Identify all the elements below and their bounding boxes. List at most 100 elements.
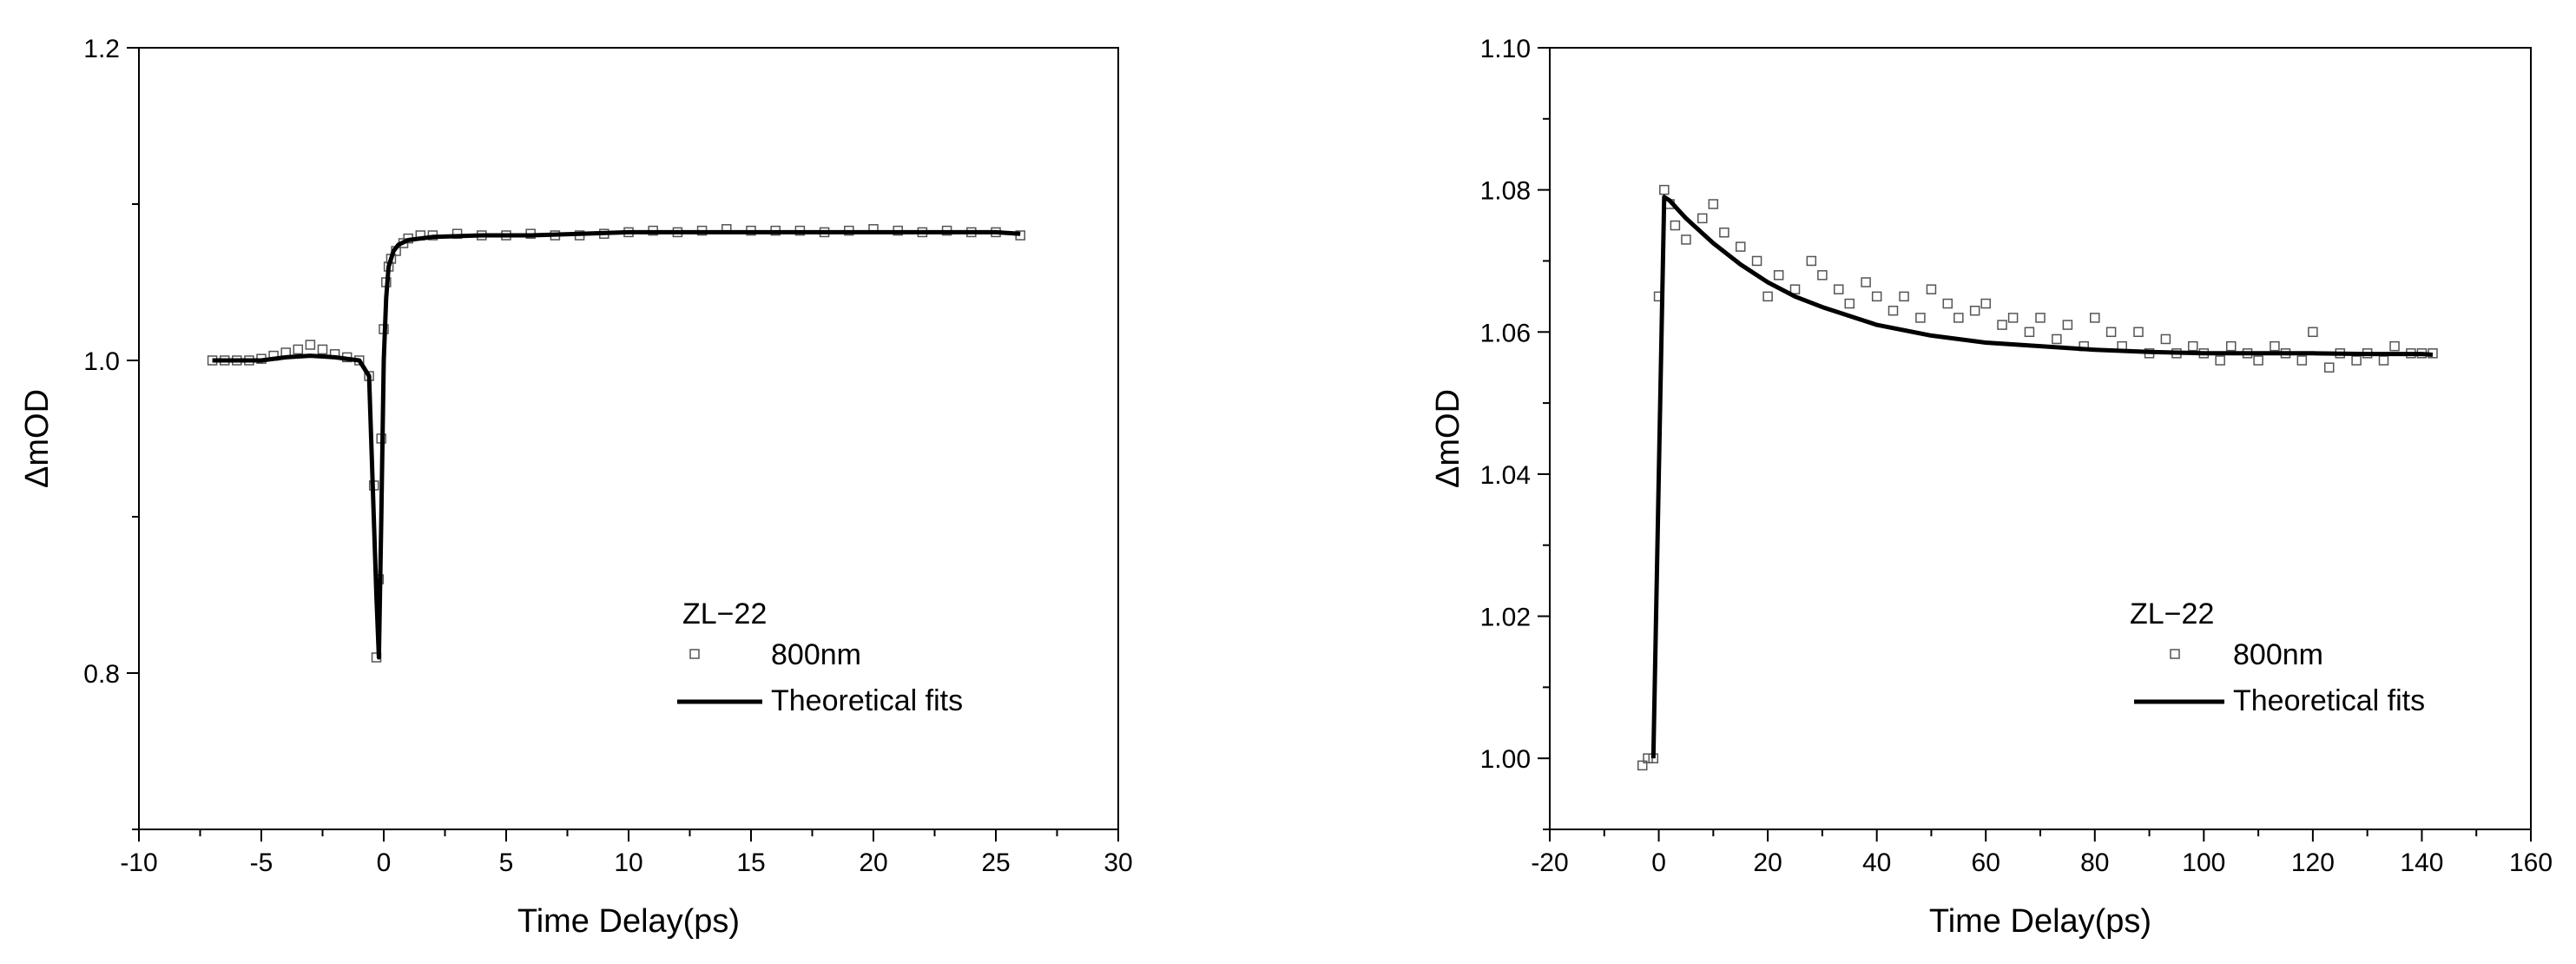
y-tick-label: 1.0 (83, 347, 120, 376)
fit-line-series (212, 229, 1021, 660)
chart-left: -10 -5 0 5 10 15 20 25 30 0.8 1.0 1.2 Time Delay(ps)… (19, 35, 1133, 940)
legend-entry: 800nm (771, 638, 861, 671)
scatter-point (1806, 255, 1817, 267)
x-tick-label: 0 (377, 848, 392, 877)
scatter-point (2270, 340, 2280, 352)
y-tick-label: 0.8 (83, 660, 120, 689)
scatter-point (1833, 284, 1844, 294)
scatter-point (2105, 327, 2117, 338)
scatter-point (1659, 184, 1670, 195)
x-tick-label: 40 (1862, 848, 1891, 877)
x-tick-label: 10 (614, 848, 642, 877)
fit-line (212, 229, 1021, 660)
scatter-point (2090, 313, 2100, 323)
scatter-point (2035, 313, 2046, 323)
scatter-point (1670, 220, 1681, 231)
scatter-point (1789, 284, 1801, 294)
scatter-point (2024, 327, 2035, 338)
legend-entry: Theoretical fits (771, 684, 963, 717)
legend: ZL−22 800nm Theoretical fits (2130, 598, 2425, 717)
plot-frame (138, 47, 1119, 830)
y-axis-title: ΔmOD (1430, 389, 1466, 488)
scatter-point (2308, 327, 2318, 338)
y-tick-label: 1.2 (83, 35, 120, 63)
scatter-point (2323, 362, 2335, 373)
scatter-point (1719, 227, 1729, 238)
x-tick-label: 0 (1651, 848, 1666, 877)
legend-entry: Theoretical fits (2233, 684, 2425, 717)
legend-title: ZL−22 (2130, 598, 2214, 631)
scatter-point (2133, 327, 2144, 338)
legend-entry: 800nm (2233, 638, 2323, 671)
scatter-point (1844, 298, 1855, 309)
scatter-point (2160, 333, 2171, 345)
x-tick-label: 80 (2080, 848, 2109, 877)
y-axis-title: ΔmOD (19, 389, 56, 488)
scatter-point (1969, 305, 1980, 316)
scatter-point (1762, 291, 1773, 302)
scatter-point (1980, 298, 1991, 309)
scatter-point (305, 340, 316, 350)
x-tick-label: 30 (1104, 848, 1132, 877)
y-tick-label: 1.10 (1480, 35, 1531, 63)
scatter-point (1735, 241, 1746, 252)
y-tick-label: 1.08 (1480, 177, 1531, 206)
fit-line-series (1650, 195, 2434, 759)
scatter-point (2062, 320, 2073, 330)
x-axis-title: Time Delay(ps) (517, 903, 740, 940)
scatter-point (2253, 355, 2263, 366)
scatter-point (1915, 313, 1926, 323)
legend-marker-square (2170, 649, 2180, 659)
scatter-point (1708, 199, 1719, 209)
x-tick-label: -5 (250, 848, 273, 877)
scatter-point (2052, 333, 2062, 345)
x-tick-label: 60 (1972, 848, 2000, 877)
scatter-point (1697, 213, 1708, 224)
legend-marker-square (689, 649, 700, 659)
scatter-point (1888, 305, 1899, 316)
scatter-point (1773, 270, 1784, 281)
x-tick-label: -10 (120, 848, 157, 877)
scatter-point (1953, 313, 1964, 323)
y-tick-label: 1.06 (1480, 319, 1531, 347)
fit-line (1650, 195, 2434, 759)
x-tick-label: 160 (2509, 848, 2553, 877)
x-tick-label: 140 (2400, 848, 2443, 877)
scatter-point (2188, 340, 2198, 352)
x-tick-label: 20 (859, 848, 887, 877)
scatter-point (1899, 291, 1909, 302)
scatter-point (2389, 340, 2400, 352)
scatter-point (2378, 355, 2389, 366)
scatter-point (1942, 298, 1953, 309)
scatter-point (1637, 760, 1648, 771)
x-tick-label: 120 (2291, 848, 2335, 877)
x-tick-label: 20 (1753, 848, 1782, 877)
scatter-point (1643, 753, 1653, 763)
scatter-point (317, 344, 328, 355)
x-tick-label: 5 (499, 848, 514, 877)
x-tick-label: 15 (736, 848, 765, 877)
x-axis-title: Time Delay(ps) (1929, 903, 2151, 940)
y-tick-label: 1.00 (1480, 745, 1531, 774)
scatter-point (1817, 270, 1828, 281)
scatter-point (2225, 340, 2237, 352)
legend-title: ZL−22 (682, 598, 767, 631)
scatter-point (2351, 355, 2362, 366)
scatter-point (293, 344, 304, 355)
scatter-series (1637, 184, 2438, 771)
scatter-point (1681, 234, 1691, 245)
y-tick-label: 1.02 (1480, 604, 1531, 632)
chart-right: -20 0 20 40 60 80 100 120 140 160 1.00 1.02 1.04 1.06… (1430, 35, 2553, 940)
scatter-point (1861, 277, 1871, 287)
scatter-point (1871, 291, 1882, 302)
x-tick-label: -20 (1531, 848, 1568, 877)
scatter-point (1751, 255, 1762, 267)
scatter-point (1926, 284, 1937, 294)
scatter-point (2007, 313, 2019, 323)
scatter-series (207, 224, 1025, 663)
x-tick-label: 100 (2182, 848, 2225, 877)
x-tick-label: 25 (981, 848, 1010, 877)
scatter-point (2296, 355, 2308, 366)
